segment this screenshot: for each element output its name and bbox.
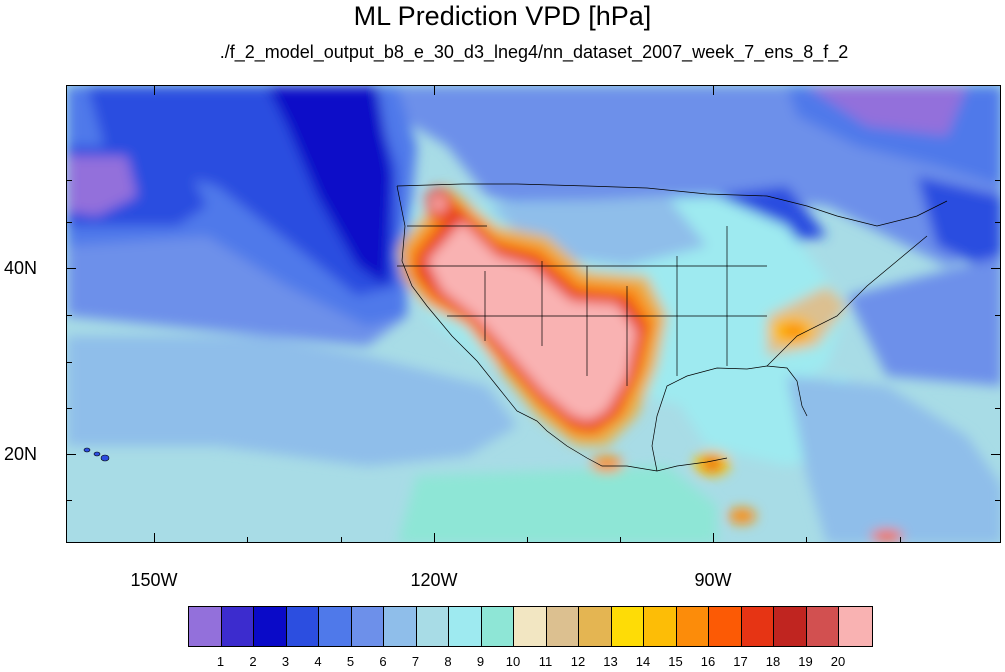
hawaii-islands bbox=[83, 447, 110, 462]
lon-minor-tick bbox=[620, 537, 621, 543]
colorbar-swatch bbox=[189, 607, 222, 646]
lat-minor-tick bbox=[995, 315, 1001, 316]
lon-minor-tick bbox=[900, 537, 901, 543]
lat-minor-tick bbox=[66, 500, 72, 501]
lat-label-40n: 40N bbox=[4, 258, 38, 278]
colorbar-swatch bbox=[351, 607, 384, 646]
colorbar-label: 17 bbox=[733, 654, 748, 669]
colorbar-label: 3 bbox=[281, 654, 290, 669]
lon-minor-tick bbox=[341, 537, 342, 543]
colorbar-label: 9 bbox=[476, 654, 485, 669]
lat-major-tick bbox=[66, 268, 76, 269]
map-subtitle: ./f_2_model_output_b8_e_30_d3_lneg4/nn_d… bbox=[219, 42, 849, 62]
colorbar-swatch bbox=[676, 607, 709, 646]
lon-major-tick bbox=[713, 533, 714, 543]
colorbar-label: 6 bbox=[379, 654, 387, 669]
colorbar-label: 8 bbox=[444, 654, 452, 669]
colorbar-label: 1 bbox=[216, 654, 225, 669]
lon-minor-tick bbox=[527, 537, 528, 543]
lon-major-tick bbox=[434, 85, 435, 95]
lat-minor-tick bbox=[66, 222, 72, 223]
colorbar-swatch bbox=[319, 607, 352, 646]
colorbar-label: 12 bbox=[570, 654, 586, 669]
colorbar-swatch bbox=[806, 607, 839, 646]
colorbar-swatch bbox=[449, 607, 482, 646]
lon-major-tick bbox=[713, 85, 714, 95]
colorbar-swatch bbox=[514, 607, 547, 646]
colorbar-swatch bbox=[741, 607, 774, 646]
lat-minor-tick bbox=[995, 222, 1001, 223]
colorbar-label: 5 bbox=[346, 654, 355, 669]
colorbar-label: 18 bbox=[765, 654, 781, 669]
colorbar-label: 15 bbox=[668, 654, 683, 669]
colorbar-swatch bbox=[839, 607, 872, 646]
colorbar-swatch bbox=[774, 607, 807, 646]
lat-minor-tick bbox=[66, 180, 72, 181]
lon-label-150w: 150W bbox=[130, 570, 178, 590]
lon-label-90w: 90W bbox=[694, 570, 732, 590]
colorbar-label: 2 bbox=[249, 654, 257, 669]
colorbar-swatch bbox=[384, 607, 417, 646]
colorbar-swatch bbox=[546, 607, 579, 646]
colorbar-label: 19 bbox=[798, 654, 813, 669]
lon-major-tick bbox=[434, 533, 435, 543]
colorbar-swatch bbox=[416, 607, 449, 646]
vpd-map bbox=[67, 86, 1000, 542]
lon-minor-tick bbox=[806, 537, 807, 543]
colorbar-label: 11 bbox=[538, 654, 553, 669]
map-title: ML Prediction VPD [hPa] bbox=[353, 1, 652, 31]
lat-minor-tick bbox=[66, 315, 72, 316]
lon-major-tick bbox=[154, 533, 155, 543]
lat-major-tick bbox=[991, 454, 1001, 455]
colorbar-swatch bbox=[286, 607, 319, 646]
colorbar bbox=[188, 606, 873, 647]
map-plot-area bbox=[66, 85, 1001, 543]
vpd-field-layers bbox=[67, 86, 1000, 542]
colorbar-label: 7 bbox=[411, 654, 420, 669]
lon-minor-tick bbox=[247, 537, 248, 543]
colorbar-label: 20 bbox=[830, 654, 846, 669]
colorbar-swatch bbox=[644, 607, 677, 646]
colorbar-label: 16 bbox=[700, 654, 716, 669]
colorbar-swatch bbox=[579, 607, 612, 646]
colorbar-swatch bbox=[481, 607, 514, 646]
lat-minor-tick bbox=[66, 362, 72, 363]
lat-label-20n: 20N bbox=[4, 444, 38, 464]
lat-minor-tick bbox=[995, 500, 1001, 501]
lon-major-tick bbox=[154, 85, 155, 95]
lat-major-tick bbox=[66, 454, 76, 455]
colorbar-swatch bbox=[611, 607, 644, 646]
colorbar-swatch bbox=[254, 607, 287, 646]
colorbar-label: 4 bbox=[314, 654, 322, 669]
lat-minor-tick bbox=[995, 180, 1001, 181]
colorbar-label: 10 bbox=[505, 654, 521, 669]
lat-major-tick bbox=[991, 268, 1001, 269]
colorbar-label: 13 bbox=[603, 654, 618, 669]
colorbar-swatch bbox=[709, 607, 742, 646]
colorbar-swatch bbox=[221, 607, 254, 646]
lon-label-120w: 120W bbox=[410, 570, 458, 590]
coastlines bbox=[396, 183, 948, 472]
lat-minor-tick bbox=[995, 408, 1001, 409]
colorbar-label: 14 bbox=[635, 654, 651, 669]
lat-minor-tick bbox=[66, 408, 72, 409]
